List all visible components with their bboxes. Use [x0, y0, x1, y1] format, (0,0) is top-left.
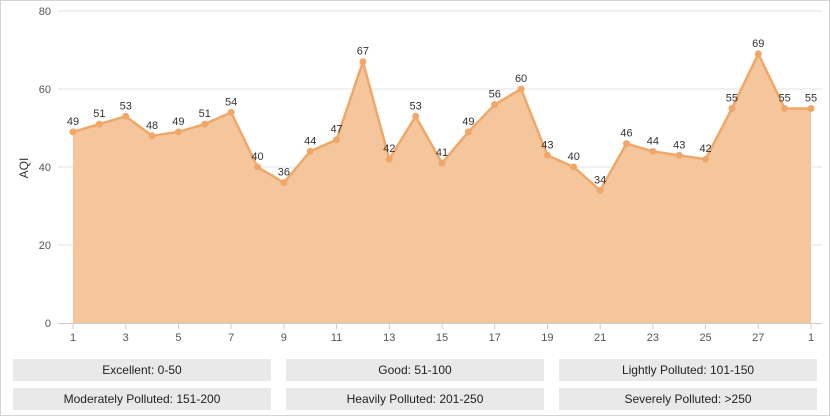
y-tick-label: 60 — [39, 84, 51, 96]
data-label: 51 — [93, 108, 105, 120]
legend-moderately-polluted: Moderately Polluted: 151-200 — [13, 388, 271, 410]
data-label: 53 — [120, 100, 132, 112]
data-point — [227, 108, 235, 116]
x-tick-label: 21 — [594, 332, 606, 344]
x-tick-label: 1 — [70, 332, 76, 344]
data-label: 49 — [172, 116, 184, 128]
x-tick-label: 7 — [228, 332, 234, 344]
data-label: 56 — [489, 89, 501, 101]
data-label: 54 — [225, 96, 237, 108]
data-point — [254, 163, 261, 171]
y-tick-label: 20 — [39, 240, 51, 252]
data-label: 69 — [752, 38, 764, 50]
y-tick-label: 40 — [39, 162, 51, 174]
data-label: 36 — [278, 167, 290, 179]
data-label: 43 — [673, 139, 685, 151]
data-point — [174, 128, 182, 136]
x-tick-label: 15 — [436, 332, 448, 344]
aqi-area — [73, 53, 811, 324]
legend-heavily-polluted: Heavily Polluted: 201-250 — [286, 388, 544, 410]
data-point — [623, 140, 630, 148]
data-point — [359, 58, 367, 66]
data-label: 34 — [594, 174, 606, 186]
data-point — [122, 112, 130, 120]
data-label: 49 — [462, 116, 474, 128]
x-tick-label: 1 — [808, 332, 814, 344]
legend-severely-polluted: Severely Polluted: >250 — [559, 388, 817, 410]
data-label: 40 — [568, 151, 580, 163]
legend-good: Good: 51-100 — [286, 359, 544, 381]
data-label: 42 — [383, 143, 395, 155]
data-label: 67 — [357, 46, 369, 58]
data-point — [148, 132, 156, 140]
x-tick-label: 25 — [699, 332, 711, 344]
data-point — [333, 136, 341, 144]
data-label: 55 — [726, 93, 738, 105]
data-point — [491, 101, 499, 109]
y-tick-label: 80 — [39, 6, 51, 18]
data-point — [570, 163, 578, 171]
x-axis: 1 3 5 7 9 11 13 15 17 19 21 23 25 27 1 — [58, 323, 822, 344]
data-point — [464, 128, 472, 136]
data-label: 42 — [699, 143, 711, 155]
data-label: 55 — [805, 93, 817, 105]
data-label: 47 — [330, 124, 342, 136]
data-label: 49 — [67, 116, 79, 128]
data-point — [517, 85, 525, 93]
data-point — [807, 105, 815, 112]
data-point — [649, 147, 657, 155]
data-label: 43 — [541, 139, 553, 151]
data-point — [702, 155, 710, 163]
data-point — [754, 50, 762, 58]
x-tick-label: 19 — [541, 332, 553, 344]
data-label: 51 — [199, 108, 211, 120]
x-tick-label: 23 — [647, 332, 659, 344]
data-point — [385, 155, 393, 163]
data-point — [201, 120, 209, 128]
legend-excellent: Excellent: 0-50 — [13, 359, 271, 381]
data-label: 55 — [779, 93, 791, 105]
data-label: 48 — [146, 120, 158, 132]
legend-lightly-polluted: Lightly Polluted: 101-150 — [559, 359, 817, 381]
x-tick-label: 27 — [752, 332, 764, 344]
data-point — [728, 105, 736, 112]
x-tick-label: 5 — [175, 332, 181, 344]
x-tick-label: 13 — [383, 332, 395, 344]
data-point — [280, 179, 288, 187]
data-point — [543, 151, 551, 159]
data-label: 40 — [251, 151, 263, 163]
data-point — [412, 112, 420, 120]
data-point — [781, 105, 789, 112]
aqi-legend: Excellent: 0-50 Good: 51-100 Lightly Pol… — [13, 359, 818, 411]
x-tick-label: 11 — [331, 332, 342, 344]
x-tick-label: 9 — [281, 332, 287, 344]
data-label: 46 — [620, 128, 632, 140]
x-tick-label: 3 — [123, 332, 129, 344]
y-tick-label: 0 — [45, 318, 51, 330]
data-label: 44 — [304, 135, 316, 147]
data-label: 44 — [647, 135, 659, 147]
data-point — [438, 159, 446, 167]
data-label: 53 — [410, 100, 422, 112]
data-point — [306, 147, 314, 155]
x-tick-label: 17 — [489, 332, 501, 344]
data-point — [95, 120, 103, 128]
data-label: 41 — [436, 147, 448, 159]
y-axis-ticks: 0 20 40 60 80 — [39, 6, 51, 330]
data-point — [675, 151, 683, 159]
data-labels: 49 51 53 48 49 51 54 40 36 44 47 67 42 53 41 49 56 60 43 40… — [67, 38, 817, 186]
data-label: 60 — [515, 73, 527, 85]
data-point — [596, 186, 604, 194]
data-points — [69, 50, 815, 194]
data-point — [69, 128, 77, 136]
y-axis-label: AQI — [17, 158, 31, 179]
